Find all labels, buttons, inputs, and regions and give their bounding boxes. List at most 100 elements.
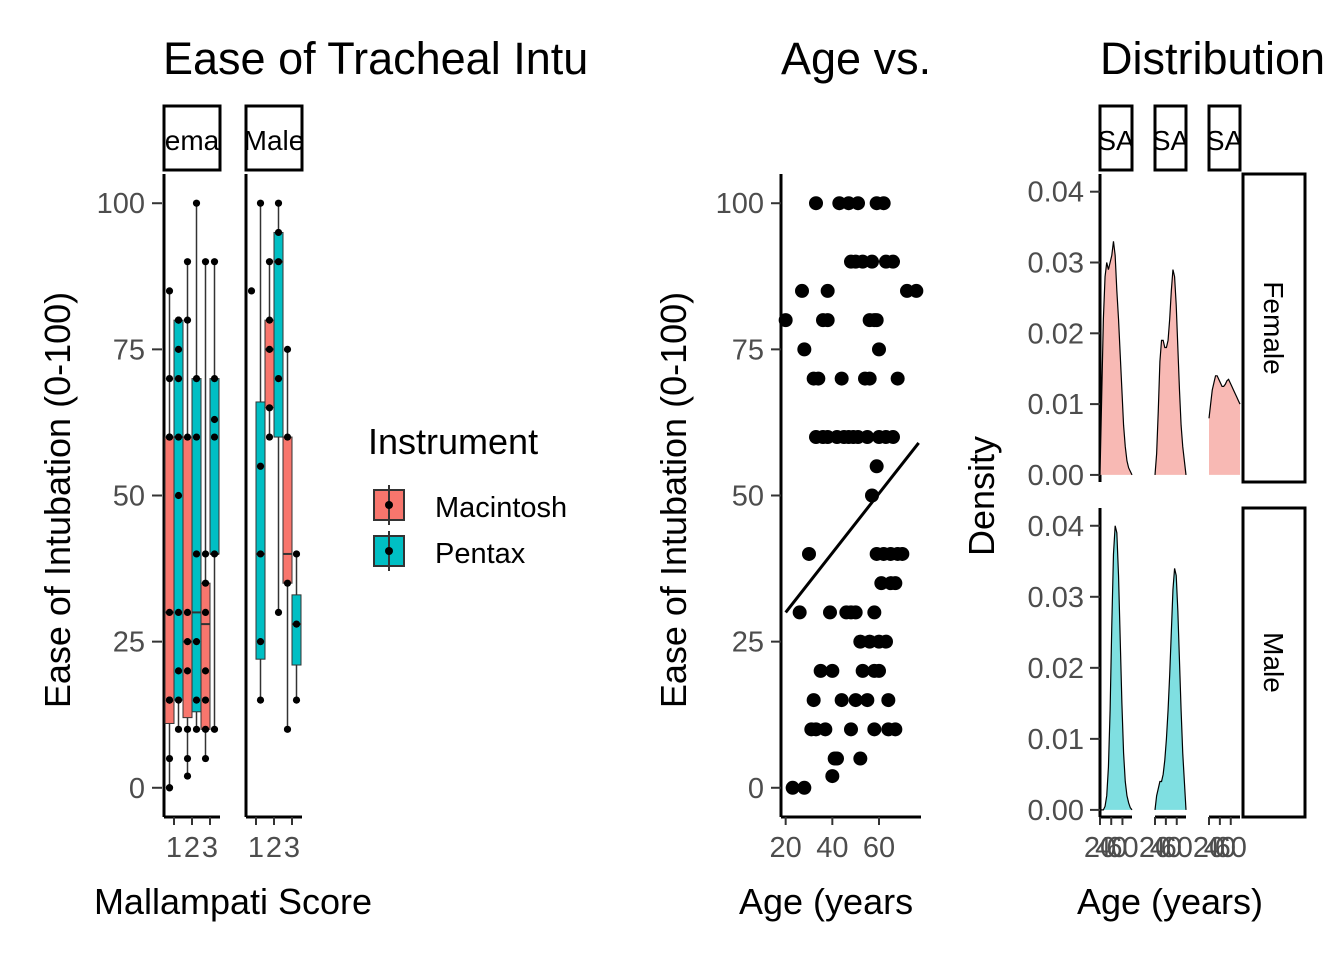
box-pentax [255, 401, 266, 660]
data-point [265, 316, 274, 324]
column-strip-box [1207, 104, 1242, 172]
column-strip-box [1098, 104, 1134, 172]
facet-strip-label: Male [244, 125, 305, 156]
box-macintosh [200, 582, 211, 730]
data-point [785, 780, 800, 795]
density-panel: Distribution SA SA SA Female 0.00 0.01 0.02 0.0… [961, 33, 1325, 922]
data-point [806, 693, 821, 708]
data-point [862, 371, 877, 386]
x-tick-label: 40 [1150, 832, 1182, 864]
data-point [292, 696, 301, 704]
y-tick-label: 100 [97, 188, 145, 220]
data-point [256, 638, 265, 646]
data-point [265, 345, 274, 353]
data-point [283, 579, 292, 587]
data-point [165, 608, 174, 617]
data-point [881, 693, 896, 708]
data-point [201, 579, 210, 587]
data-point [797, 342, 812, 357]
y-tick-label: 25 [113, 627, 145, 659]
density-area-male [1100, 525, 1132, 810]
data-point [192, 199, 201, 207]
density-line [1100, 525, 1133, 811]
data-point [247, 287, 256, 295]
data-point [876, 196, 891, 211]
data-point [174, 374, 183, 383]
data-point [183, 638, 192, 646]
legend-title: Instrument [368, 421, 538, 462]
density-area-female [1100, 241, 1132, 475]
x-tick-label: 60 [863, 832, 895, 864]
y-axis: 0 25 50 75 100 [97, 188, 162, 805]
x-tick-label: 3 [284, 832, 300, 864]
data-point [192, 696, 201, 704]
row-strip-label: Female [1258, 281, 1289, 374]
x-tick-label: 40 [1095, 832, 1127, 864]
box-pentax [191, 378, 202, 713]
data-point [848, 693, 863, 708]
y-tick-label: 75 [732, 334, 764, 366]
data-point [265, 433, 274, 441]
data-point [879, 634, 893, 649]
data-point [192, 550, 201, 558]
legend-label-macintosh: Macintosh [435, 492, 567, 524]
facet-strip-ema: ema [162, 104, 222, 172]
data-point [909, 283, 924, 298]
data-point [830, 751, 844, 766]
data-point [210, 415, 219, 424]
column-strip-label: SA [1097, 125, 1135, 156]
y-axis-label: Ease of Intubation (0-100) [653, 292, 694, 708]
data-point [183, 754, 192, 763]
data-point [174, 696, 183, 704]
data-point [201, 258, 210, 266]
scatter-panel: Age vs. 0 25 50 75 100 20 40 60 Ease of Intubat… [653, 33, 931, 922]
y-tick-label: 0.03 [1028, 582, 1084, 614]
y-tick-label: 0 [129, 773, 145, 805]
data-point [820, 313, 835, 328]
data-point [201, 667, 210, 675]
density-line [1099, 241, 1133, 476]
data-point [274, 374, 283, 383]
data-point [174, 433, 183, 441]
data-point [860, 430, 875, 445]
data-point [174, 667, 183, 675]
column-strip-box [1153, 104, 1188, 172]
data-point [256, 199, 265, 207]
box-pentax [291, 594, 302, 666]
data-point [860, 693, 875, 708]
legend: Instrument Macintosh Pentax [368, 421, 567, 571]
data-point [165, 433, 174, 441]
y-tick-label: 0.01 [1028, 724, 1084, 756]
data-point [201, 608, 210, 617]
density-area-female [1155, 269, 1186, 475]
y-axis-label: Density [961, 436, 1002, 556]
x-tick-label: 60 [1106, 832, 1138, 864]
data-point [851, 196, 865, 211]
data-point [256, 550, 265, 558]
box-macintosh [264, 319, 275, 409]
data-point [886, 254, 900, 269]
data-point [855, 663, 870, 678]
data-point [886, 430, 900, 445]
y-tick-label: 25 [732, 627, 764, 659]
y-tick-label: 75 [113, 334, 145, 366]
column-strip-label: SA [1152, 125, 1190, 156]
density-area-female [1209, 375, 1240, 475]
row-strip-label: Male [1258, 632, 1289, 693]
data-point [165, 784, 174, 792]
data-point [283, 345, 292, 353]
data-point [183, 433, 192, 441]
scatter-plot: 0 25 50 75 100 20 40 60 [716, 174, 924, 864]
data-point [834, 371, 849, 386]
x-axis-label: Mallampati Score [94, 881, 372, 922]
data-point [265, 404, 274, 412]
legend-item-pentax: Pentax [373, 531, 526, 571]
data-point [274, 228, 283, 237]
data-point [210, 433, 219, 441]
data-point [201, 696, 210, 704]
data-point [183, 667, 192, 675]
y-tick-label: 0.00 [1028, 795, 1084, 827]
box-pentax [209, 378, 220, 555]
data-point [895, 546, 910, 561]
